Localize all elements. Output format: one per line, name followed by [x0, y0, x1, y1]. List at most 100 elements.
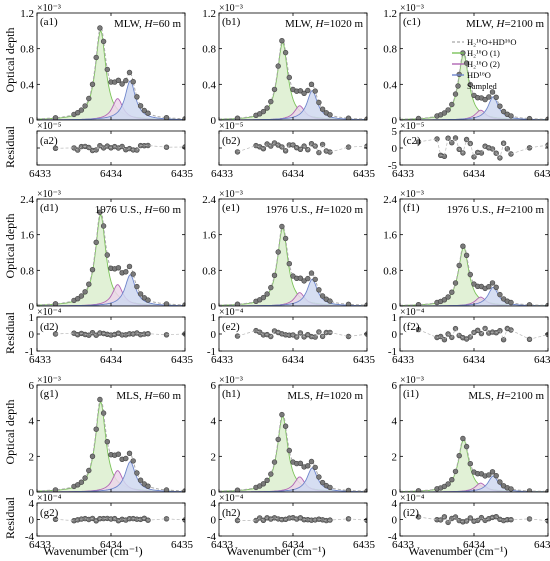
- residual-point: [441, 153, 448, 160]
- sampled-point: [89, 267, 96, 273]
- sampled-point: [460, 435, 466, 442]
- y-tick-label: 6: [211, 380, 217, 392]
- y-tick-label: -5: [388, 160, 398, 172]
- sampled-point: [327, 298, 333, 304]
- panel-f1: (f1) 1976 U.S., H=2100 m 0 0.8 1.6 2.4 ×10⁻³: [383, 189, 549, 313]
- sampled-point: [82, 103, 88, 109]
- ylabel-residual-row2: Residual: [3, 311, 17, 354]
- y-tick-label: 1.6: [20, 230, 34, 242]
- sampled-point: [500, 108, 507, 115]
- total-fit-line: [219, 224, 367, 306]
- sampled-point: [145, 483, 151, 489]
- sampled-point: [182, 488, 185, 492]
- axis-exponent: ×10⁻⁵: [400, 121, 424, 132]
- x-tick-label: 6433: [29, 354, 52, 366]
- residual-point: [316, 149, 322, 156]
- sampled-point: [460, 243, 466, 249]
- axis-exponent: ×10⁻⁴: [400, 307, 425, 318]
- sampled-point: [163, 115, 170, 120]
- x-tick-label: 6435: [353, 539, 376, 551]
- sampled-point: [445, 294, 451, 300]
- plot-area: [400, 50, 548, 120]
- sampled-point: [115, 77, 122, 84]
- sampled-point: [137, 103, 144, 109]
- sampled-point: [305, 463, 311, 469]
- sampled-point: [316, 287, 322, 293]
- x-tick-label: 6434: [282, 168, 305, 180]
- residual-point: [500, 337, 507, 343]
- y-tick-label: 1.2: [20, 8, 34, 20]
- residual-line: [418, 137, 548, 159]
- plot-area: [234, 327, 367, 340]
- residual-point: [319, 141, 326, 148]
- y-tick-label: 2: [211, 451, 217, 463]
- xlabel-col2: Wavenumber (cm⁻¹): [226, 544, 325, 558]
- plot-area: [415, 513, 548, 526]
- panel-b2: (b2) 6433 6434 6435 ×10⁻⁵: [211, 121, 376, 180]
- sampled-point: [271, 86, 278, 93]
- sampled-point: [301, 90, 307, 97]
- y-tick-label: 0.4: [383, 79, 397, 91]
- sampled-point: [319, 293, 326, 299]
- sampled-point: [489, 89, 496, 95]
- panel-label: (a2): [40, 135, 58, 147]
- sampled-point: [467, 271, 473, 278]
- sampled-point: [97, 396, 103, 403]
- component-1: [37, 213, 185, 306]
- sampled-point: [482, 96, 488, 103]
- residual-point: [434, 136, 440, 142]
- sampled-point: [489, 280, 496, 286]
- sampled-point: [497, 103, 503, 109]
- y-tick-label: -1: [25, 346, 34, 358]
- sampled-point: [445, 481, 451, 487]
- panel-label: (e2): [222, 321, 240, 333]
- sampled-point: [486, 472, 492, 478]
- plot-area: [52, 330, 185, 338]
- sampled-point: [130, 458, 136, 464]
- sampled-point: [452, 91, 459, 97]
- axis-exponent: ×10⁻³: [37, 3, 61, 14]
- sampled-point: [449, 477, 455, 483]
- panel-c2: (c2) 6433 6434 6435 -5 0 5×10⁻⁵: [388, 121, 550, 180]
- y-tick-label: 1.6: [383, 230, 397, 242]
- x-tick-label: 6433: [392, 354, 415, 366]
- y-tick-label: 0.8: [20, 265, 34, 277]
- legend-entry: HD¹⁶O: [452, 70, 491, 80]
- y-tick-label: 0: [392, 143, 398, 155]
- sampled-point: [308, 458, 315, 465]
- y-tick-label: 4: [211, 498, 217, 510]
- sampled-point: [445, 107, 451, 113]
- sampled-point: [441, 110, 448, 116]
- x-tick-label: 6434: [463, 539, 486, 551]
- sampled-point: [286, 261, 292, 267]
- sampled-point: [297, 460, 304, 466]
- sampled-point: [286, 447, 292, 454]
- y-tick-label: 1.2: [202, 8, 216, 20]
- sampled-point: [100, 223, 107, 229]
- component-1: [37, 401, 185, 492]
- sampled-point: [489, 469, 496, 475]
- sampled-point: [126, 69, 133, 76]
- panel-condition: 1976 U.S., H=1020 m: [266, 204, 364, 216]
- total-fit-line: [37, 209, 185, 306]
- sampled-point: [275, 436, 281, 443]
- sampled-point: [130, 271, 136, 277]
- panel-label: (i2): [403, 507, 419, 519]
- sampled-point: [86, 467, 92, 474]
- component-1: [219, 41, 367, 120]
- panel-label: (i1): [403, 388, 419, 400]
- sampled-point: [319, 479, 326, 486]
- x-tick-label: 6433: [392, 168, 415, 180]
- x-tick-label: 6434: [282, 354, 305, 366]
- sampled-point: [415, 115, 422, 120]
- y-tick-label: 0: [211, 515, 217, 527]
- sampled-point: [126, 450, 133, 456]
- component-1: [219, 227, 367, 306]
- axis-exponent: ×10⁻³: [400, 375, 424, 386]
- axis-exponent: ×10⁻³: [219, 189, 243, 200]
- panel-condition: MLS, H=1020 m: [287, 390, 363, 402]
- sampled-point: [305, 87, 311, 94]
- sampled-point: [115, 451, 122, 457]
- legend-swatch: [455, 83, 461, 89]
- axis-exponent: ×10⁻³: [219, 375, 243, 386]
